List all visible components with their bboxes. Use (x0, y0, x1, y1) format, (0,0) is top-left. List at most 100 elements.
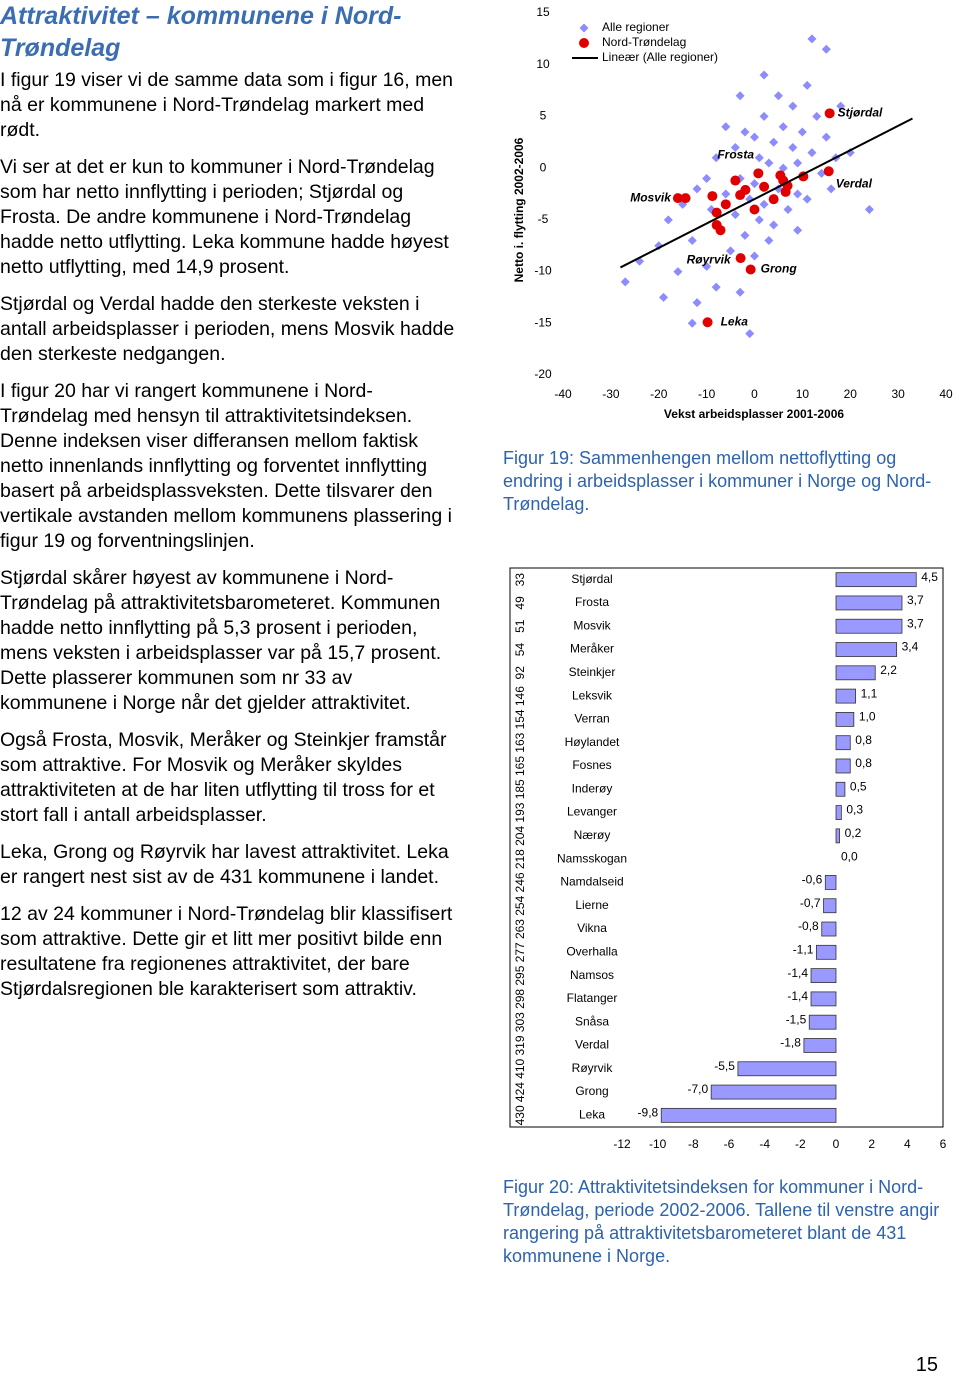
rank-label: 51 (513, 619, 527, 633)
data-point (823, 166, 834, 177)
value-label: 3,7 (907, 616, 924, 630)
data-point (735, 287, 745, 297)
data-point (788, 142, 798, 152)
data-point (740, 127, 750, 137)
data-point (730, 210, 740, 220)
data-point (807, 34, 817, 44)
rank-label: 185 (513, 779, 527, 799)
bar (835, 618, 903, 634)
x-tick-label: 6 (940, 1137, 947, 1151)
bar-chart: -12 -10 -8 -6 -4 -2 0 2 4 633 Stjørdal 4,549 Frosta 3… (509, 567, 947, 1151)
category-label: Leka (579, 1108, 605, 1122)
rank-label: 319 (513, 1035, 527, 1055)
x-tick-label: -8 (688, 1137, 699, 1151)
data-point (759, 111, 769, 121)
point-annotation: Mosvik (630, 190, 672, 204)
point-annotation: Stjørdal (838, 105, 883, 119)
bar (810, 991, 837, 1007)
value-label: -0,8 (798, 919, 819, 933)
rank-label: 146 (513, 686, 527, 706)
point-annotation: Røyrvik (687, 252, 732, 266)
category-label: Fosnes (572, 758, 611, 772)
rank-label: 204 (513, 826, 527, 846)
category-label: Steinkjer (569, 665, 616, 679)
figure-caption: Figur 20: Attraktivitetsindeksen for kom… (503, 1177, 940, 1266)
value-label: -1,4 (787, 989, 808, 1003)
value-label: -1,5 (786, 1012, 807, 1026)
data-point (802, 194, 812, 204)
rank-label: 298 (513, 989, 527, 1009)
bar (835, 828, 840, 844)
data-point (824, 108, 835, 119)
data-point (864, 205, 874, 215)
bar (821, 921, 837, 937)
y-tick-label: 0 (540, 160, 547, 174)
legend-swatch (579, 23, 589, 33)
bar (815, 944, 837, 960)
data-point (754, 153, 764, 163)
data-point (692, 184, 702, 194)
rank-label: 430 (513, 1105, 527, 1125)
data-point (735, 253, 746, 264)
data-point (745, 264, 756, 275)
data-point (711, 282, 721, 292)
category-label: Frosta (575, 595, 609, 609)
trend-line (619, 117, 913, 269)
bar (824, 875, 837, 890)
category-label: Namsskogan (557, 851, 627, 865)
value-label: 0,2 (845, 826, 862, 840)
data-point (802, 80, 812, 90)
x-tick-label: 40 (939, 387, 953, 401)
data-point (773, 91, 783, 101)
data-point (750, 132, 759, 142)
figure-caption: Figur 19: Sammenhengen mellom nettoflytt… (503, 448, 932, 514)
x-tick-label: -12 (613, 1137, 631, 1151)
data-point (768, 194, 779, 205)
data-point (715, 225, 726, 236)
y-axis-label: Netto i. flytting 2002-2006 (512, 137, 526, 282)
data-point (673, 267, 683, 277)
x-tick-label: -40 (554, 387, 572, 401)
paragraph: Vi ser at det er kun to kommuner i Nord-… (0, 156, 449, 278)
x-tick-label: 2 (868, 1137, 875, 1151)
value-label: 4,5 (921, 570, 938, 584)
category-label: Lierne (575, 898, 609, 912)
data-point (720, 199, 731, 210)
x-tick-label: 10 (796, 387, 810, 401)
category-label: Overhalla (566, 944, 618, 958)
data-point (750, 251, 759, 261)
data-point (793, 158, 803, 168)
value-label: 1,1 (861, 686, 878, 700)
data-point (702, 261, 712, 271)
plot-frame (509, 567, 944, 1128)
bar (835, 595, 903, 611)
data-point (821, 132, 831, 142)
category-label: Vikna (577, 921, 607, 935)
data-point (778, 122, 788, 132)
data-point (745, 329, 755, 339)
rank-label: 277 (513, 942, 527, 962)
x-axis-label: Vekst arbeidsplasser 2001-2006 (664, 407, 844, 421)
data-point (793, 225, 803, 235)
category-label: Grong (575, 1084, 608, 1098)
bar (835, 711, 855, 727)
data-point (817, 168, 827, 178)
rank-label: 163 (513, 732, 527, 752)
rank-label: 154 (513, 709, 527, 729)
data-point (769, 137, 779, 147)
data-point (759, 199, 769, 209)
data-point (745, 194, 755, 204)
x-tick-label: 4 (904, 1137, 911, 1151)
bar (835, 781, 846, 797)
page-number: 15 (915, 1354, 938, 1376)
value-label: 0,3 (846, 803, 863, 817)
data-point (711, 207, 722, 218)
y-tick-label: -10 (534, 264, 552, 278)
value-label: -1,8 (780, 1036, 801, 1050)
bar (835, 572, 917, 588)
bar (710, 1084, 837, 1100)
value-label: 2,2 (880, 663, 897, 677)
point-annotation: Frosta (717, 147, 754, 161)
bar (808, 1014, 837, 1030)
